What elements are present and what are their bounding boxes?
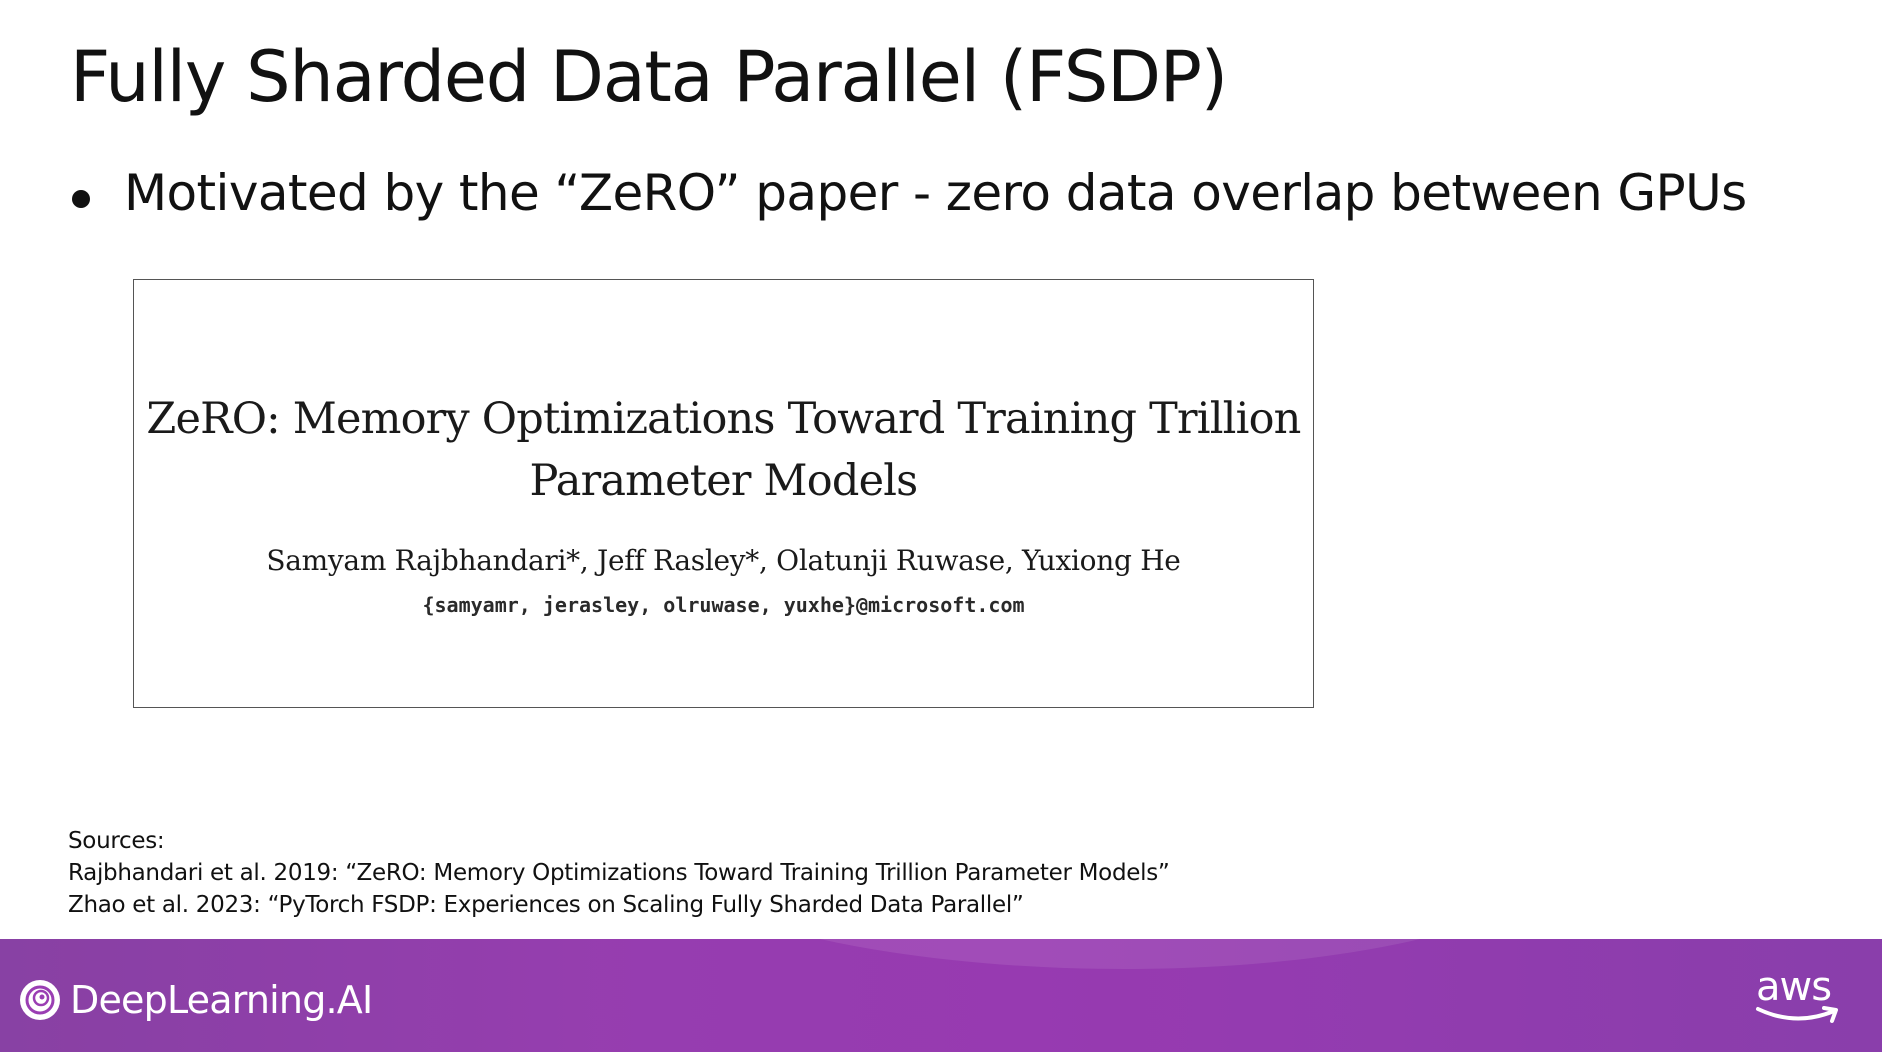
- deeplearning-ai-brand: DeepLearning.AI: [18, 977, 373, 1023]
- paper-title-line-2: Parameter Models: [529, 456, 919, 506]
- bullet-text: Motivated by the “ZeRO” paper - zero dat…: [124, 164, 1747, 222]
- source-item: Rajbhandari et al. 2019: “ZeRO: Memory O…: [68, 860, 1170, 886]
- footer-band: DeepLearning.AI aws: [0, 939, 1882, 1052]
- paper-title: ZeRO: Memory Optimizations Toward Traini…: [134, 388, 1313, 512]
- aws-wordmark: aws: [1756, 964, 1832, 1010]
- aws-smile-arrow-icon: [1756, 1006, 1838, 1023]
- deeplearning-ai-logo-icon: [20, 980, 60, 1020]
- aws-logo-icon: aws: [1752, 965, 1844, 1025]
- paper-authors: Samyam Rajbhandari*, Jeff Rasley*, Olatu…: [266, 544, 1181, 577]
- paper-header-image: ZeRO: Memory Optimizations Toward Traini…: [133, 279, 1314, 708]
- slide-title: Fully Sharded Data Parallel (FSDP): [70, 36, 1228, 118]
- paper-title-line-1: ZeRO: Memory Optimizations Toward Traini…: [146, 394, 1301, 444]
- bullet-dot: [72, 190, 90, 208]
- brand-name: DeepLearning.AI: [70, 978, 373, 1022]
- paper-emails: {samyamr, jerasley, olruwase, yuxhe}@mic…: [422, 593, 1025, 617]
- sources-section: Sources: Rajbhandari et al. 2019: “ZeRO:…: [68, 825, 1170, 921]
- sources-heading: Sources:: [68, 828, 165, 854]
- source-item: Zhao et al. 2023: “PyTorch FSDP: Experie…: [68, 892, 1024, 918]
- footer-wave-decoration: [0, 939, 1882, 1052]
- bullet-item: Motivated by the “ZeRO” paper - zero dat…: [72, 158, 1747, 228]
